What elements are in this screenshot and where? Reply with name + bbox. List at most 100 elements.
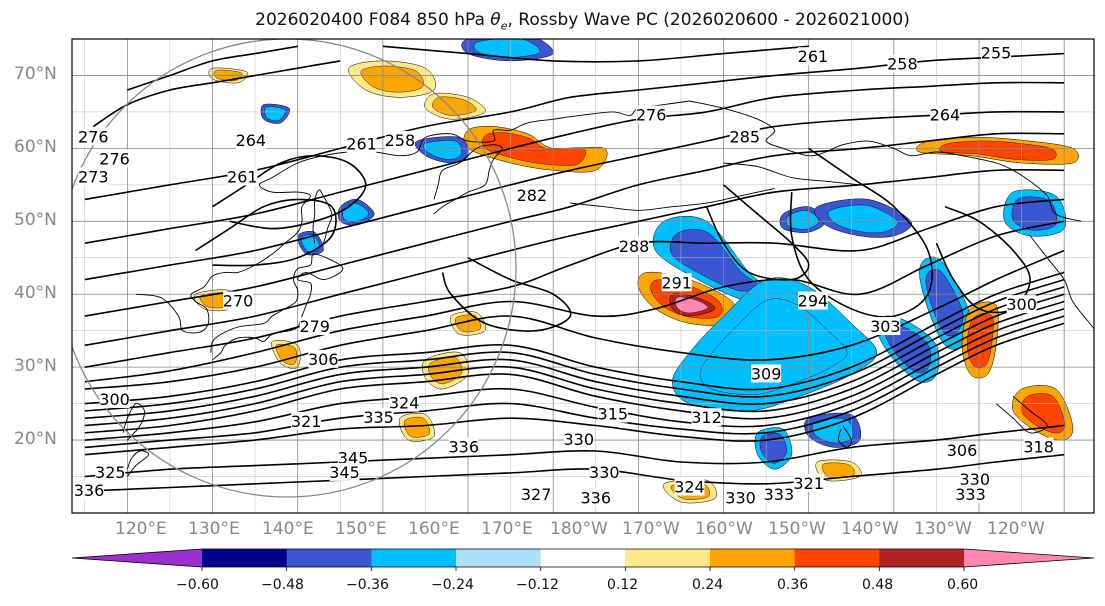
contour-label-bg bbox=[363, 408, 394, 427]
contour-label: 306 bbox=[308, 350, 339, 369]
anomaly-core bbox=[821, 462, 856, 479]
contour-label-bg bbox=[946, 441, 977, 460]
contour-label-bg bbox=[729, 127, 760, 146]
contour-label-bg bbox=[870, 317, 901, 336]
contour-label: 276 bbox=[78, 127, 109, 146]
anomaly-core bbox=[939, 140, 1057, 161]
contour-line bbox=[84, 168, 1065, 347]
contour-line bbox=[84, 278, 1065, 412]
contour-label: 336 bbox=[74, 481, 105, 500]
contour-label: 335 bbox=[363, 408, 394, 427]
colorbar-tick: 0.24 bbox=[692, 577, 724, 593]
contour-line bbox=[84, 132, 1065, 317]
negative-anomaly-kamchatka bbox=[414, 136, 469, 164]
contour-label: 315 bbox=[598, 405, 629, 424]
map-frame bbox=[71, 38, 1095, 514]
colorbar-segment bbox=[794, 549, 880, 567]
contour-label: 282 bbox=[517, 186, 548, 205]
contour-label: 261 bbox=[227, 168, 258, 187]
coastline bbox=[122, 402, 145, 441]
contour-label: 336 bbox=[581, 488, 612, 507]
contour-label-bg bbox=[636, 105, 667, 124]
contour-label-bg bbox=[619, 236, 650, 255]
coastline bbox=[126, 450, 150, 477]
positive-anomaly-sw-equator bbox=[815, 459, 862, 482]
contour-line bbox=[84, 308, 1065, 441]
anomaly-core bbox=[812, 418, 854, 444]
contour-label: 309 bbox=[751, 364, 782, 383]
contour-label-bg bbox=[384, 131, 415, 150]
contour-label: 291 bbox=[661, 273, 692, 292]
negative-anomaly-siberia bbox=[260, 103, 291, 124]
contour-label: 258 bbox=[887, 55, 918, 74]
contour-label-bg bbox=[597, 404, 628, 423]
colorbar-tick: −0.48 bbox=[261, 577, 304, 593]
lat-label: 30°N bbox=[14, 356, 57, 376]
contour-label-bg bbox=[797, 47, 828, 66]
lon-label: 120°E bbox=[115, 519, 167, 539]
contour-label-bg bbox=[99, 389, 130, 408]
contour-label-bg bbox=[299, 317, 330, 336]
contour-line bbox=[84, 220, 1065, 383]
positive-anomaly-bc bbox=[916, 137, 1079, 165]
map-title-rest: , Rossby Wave PC (2026020600 - 202602100… bbox=[507, 10, 910, 30]
lat-label: 20°N bbox=[14, 429, 57, 449]
lon-label: 170°E bbox=[481, 519, 533, 539]
contour-label-bg bbox=[308, 349, 339, 368]
contour-label-bg bbox=[793, 473, 824, 492]
contour-line bbox=[84, 300, 1065, 434]
anomaly-core bbox=[482, 132, 586, 166]
contour-label-bg bbox=[74, 481, 105, 500]
anomaly-core bbox=[300, 234, 321, 252]
colorbar-tick: −0.60 bbox=[176, 577, 219, 593]
contour-label-bg bbox=[955, 484, 986, 503]
contour-label: 288 bbox=[619, 237, 650, 256]
contour-label-bg bbox=[516, 185, 547, 204]
coastline bbox=[689, 100, 1082, 222]
coastline bbox=[723, 162, 860, 186]
contour-label: 270 bbox=[223, 292, 254, 311]
contour-label-bg bbox=[887, 54, 918, 73]
lon-label: 170°W bbox=[622, 519, 680, 539]
colorbar bbox=[71, 548, 1095, 571]
anomaly-core bbox=[885, 324, 931, 373]
positive-anomaly-chukchi bbox=[348, 60, 436, 98]
contour-label: 336 bbox=[448, 437, 479, 456]
contour-line bbox=[84, 293, 1065, 427]
contour-label: 330 bbox=[725, 488, 756, 507]
anomaly-core bbox=[275, 344, 297, 365]
range-circle bbox=[72, 39, 517, 498]
contour-label: 258 bbox=[385, 131, 416, 150]
lon-label: 180°W bbox=[550, 519, 608, 539]
anomaly-core bbox=[403, 416, 430, 438]
contour-label-bg bbox=[99, 149, 130, 168]
contour-line bbox=[84, 81, 1065, 244]
colorbar-tick: −0.24 bbox=[431, 577, 474, 593]
colorbar-tick: 0.60 bbox=[947, 577, 979, 593]
contour-label: 279 bbox=[299, 317, 330, 336]
contour-label-bg bbox=[959, 470, 990, 489]
contour-label: 273 bbox=[78, 168, 109, 187]
anomaly-core bbox=[264, 106, 286, 121]
contour-label-bg bbox=[751, 364, 782, 383]
contour-label-bg bbox=[691, 408, 722, 427]
contour-label-bg bbox=[78, 127, 109, 146]
contour-line bbox=[84, 322, 1065, 456]
contour-line bbox=[84, 286, 1065, 419]
contour-label-bg bbox=[1006, 295, 1037, 314]
lon-label: 150°E bbox=[335, 519, 387, 539]
colorbar-tick: 0.48 bbox=[862, 577, 894, 593]
map-title: 2026020400 F084 850 hPa θe, Rossby Wave … bbox=[0, 10, 1105, 32]
contour-label: 318 bbox=[1023, 437, 1054, 456]
contour-label: 330 bbox=[563, 430, 594, 449]
contour-label-bg bbox=[797, 291, 828, 310]
lon-label: 160°E bbox=[408, 519, 460, 539]
colorbar-segment bbox=[202, 549, 288, 567]
contour-label-bg bbox=[227, 167, 258, 186]
anomaly-core bbox=[699, 298, 848, 395]
contour-line bbox=[84, 198, 1065, 368]
contour-label: 261 bbox=[346, 135, 377, 154]
lat-label: 60°N bbox=[14, 137, 57, 157]
contour-label: 276 bbox=[99, 149, 130, 168]
contour-label-bg bbox=[389, 393, 420, 412]
